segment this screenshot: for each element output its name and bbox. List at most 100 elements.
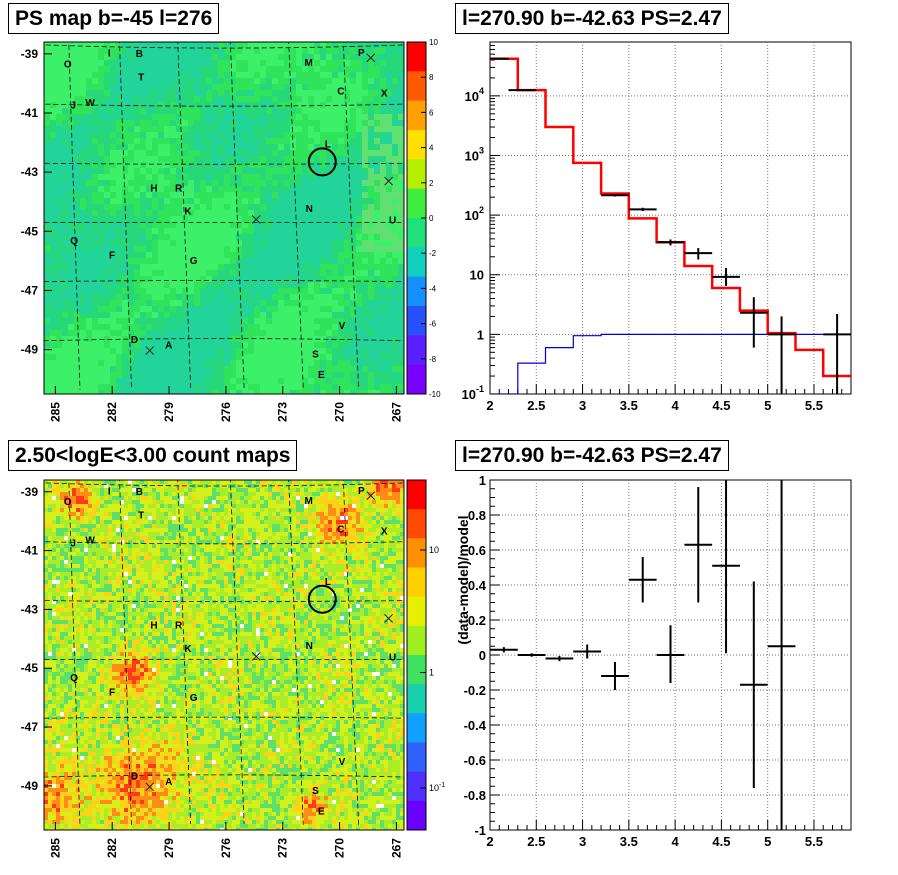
ps-map-pixel [230, 216, 237, 223]
count-map-pixel [372, 488, 377, 493]
ps-map-pixel [380, 222, 387, 229]
ps-map-pixel [164, 306, 171, 313]
ps-map-pixel [98, 306, 105, 313]
count-map-pixel [196, 488, 201, 493]
ps-map-pixel [242, 270, 249, 277]
ps-map-pixel [272, 156, 279, 163]
ps-map-pixel [224, 60, 231, 67]
ps-map-pixel [374, 114, 381, 121]
ps-map-pixel [266, 270, 273, 277]
count-map-pixel [160, 520, 165, 525]
ps-map-pixel [62, 114, 69, 121]
ps-map-pixel [98, 360, 105, 367]
ps-map-pixel [170, 132, 177, 139]
count-map-pixel [132, 536, 137, 541]
ps-map-pixel [104, 90, 111, 97]
ps-map-pixel [260, 162, 267, 169]
ps-map-pixel [338, 84, 345, 91]
ps-map-pixel [68, 372, 75, 379]
ps-map-pixel [326, 42, 333, 49]
count-map-pixel [248, 492, 253, 497]
ps-map-pixel [116, 198, 123, 205]
count-map-pixel [180, 528, 185, 533]
ps-map-pixel [212, 222, 219, 229]
count-map-pixel [252, 532, 257, 537]
ps-map-pixel [344, 198, 351, 205]
ps-map-pixel [86, 168, 93, 175]
count-map-pixel [92, 504, 97, 509]
ps-map-pixel [56, 72, 63, 79]
ps-map-pixel [308, 306, 315, 313]
count-map-pixel [340, 524, 345, 529]
ps-map-pixel [338, 354, 345, 361]
count-map-pixel [168, 520, 173, 525]
ps-map-pixel [56, 276, 63, 283]
ps-map-pixel [356, 378, 363, 385]
ps-map-pixel [320, 144, 327, 151]
ps-map-pixel [56, 216, 63, 223]
ps-map-pixel [140, 366, 147, 373]
ps-map-pixel [80, 360, 87, 367]
ps-map-pixel [92, 366, 99, 373]
count-map-pixel [156, 536, 161, 541]
ps-map-pixel [320, 108, 327, 115]
ps-map-pixel [152, 162, 159, 169]
ps-map-pixel [158, 66, 165, 73]
ps-map-pixel [200, 186, 207, 193]
ps-map-pixel [164, 72, 171, 79]
ps-map-pixel [188, 126, 195, 133]
ps-map-pixel [92, 96, 99, 103]
ps-map-pixel [356, 336, 363, 343]
count-map-pixel [212, 504, 217, 509]
ps-map-pixel [368, 198, 375, 205]
ps-map-pixel [398, 306, 404, 313]
ps-map-pixel [290, 252, 297, 259]
ps-map-pixel [68, 360, 75, 367]
ps-map-pixel [176, 102, 183, 109]
count-map-pixel [140, 516, 145, 521]
ps-map-pixel [362, 156, 369, 163]
ps-map-pixel [134, 192, 141, 199]
count-map-pixel [300, 484, 305, 489]
ps-map-pixel [116, 246, 123, 253]
ps-map-pixel [170, 42, 177, 49]
ps-map-pixel [278, 102, 285, 109]
ps-map-pixel [278, 384, 285, 391]
ps-map-pixel [98, 156, 105, 163]
ps-map-pixel [122, 222, 129, 229]
ps-map-pixel [368, 78, 375, 85]
ps-map-pixel [206, 270, 213, 277]
count-map-pixel [272, 480, 277, 485]
count-map-pixel [68, 520, 73, 525]
ps-map-pixel [176, 288, 183, 295]
count-map-pixel [204, 496, 209, 501]
ps-map-pixel [194, 246, 201, 253]
ps-map-pixel [224, 330, 231, 337]
ps-map-pixel [212, 342, 219, 349]
ps-map-pixel [116, 186, 123, 193]
ps-map-pixel [86, 114, 93, 121]
count-map-pixel [92, 488, 97, 493]
count-map-pixel [156, 528, 161, 533]
ps-map-pixel [116, 258, 123, 265]
ps-map-pixel [350, 72, 357, 79]
ps-map-pixel [212, 354, 219, 361]
ps-map-pixel [206, 126, 213, 133]
count-map-pixel [100, 536, 105, 541]
ps-map-pixel [164, 84, 171, 91]
count-map-pixel [112, 504, 117, 509]
ps-map-pixel [68, 306, 75, 313]
ps-map-pixel [218, 318, 225, 325]
ps-map-pixel [326, 162, 333, 169]
count-map-pixel [92, 528, 97, 533]
count-map-pixel [144, 492, 149, 497]
ps-map-pixel [164, 324, 171, 331]
ps-map-pixel [44, 66, 51, 73]
ps-map-pixel [374, 300, 381, 307]
ps-map-pixel [332, 96, 339, 103]
count-map-pixel [72, 492, 77, 497]
ps-map-grid-longitude [119, 42, 132, 389]
ps-map-pixel [44, 120, 51, 127]
ps-map-pixel [62, 144, 69, 151]
count-map-pixel [376, 500, 381, 505]
